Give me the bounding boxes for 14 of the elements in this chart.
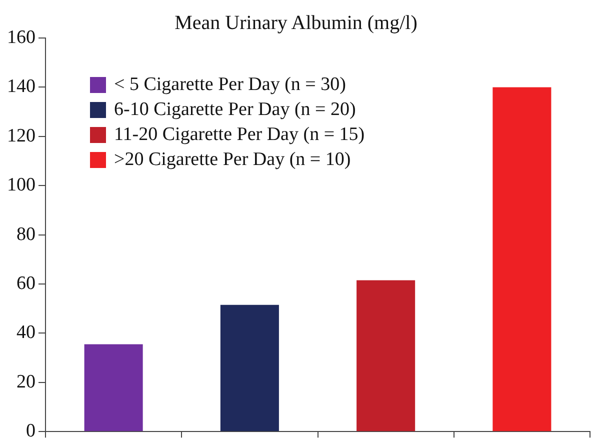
y-tick-label: 20	[16, 371, 36, 392]
y-tick-label: 80	[16, 224, 36, 245]
legend-label: < 5 Cigarette Per Day (n = 30)	[114, 74, 346, 96]
legend-label: >20 Cigarette Per Day (n = 10)	[114, 148, 351, 170]
legend-label: 11-20 Cigarette Per Day (n = 15)	[114, 124, 365, 146]
y-tick-label: 140	[7, 76, 36, 98]
chart-title: Mean Urinary Albumin (mg/l)	[174, 12, 418, 34]
y-tick-label: 120	[7, 125, 36, 146]
y-tick-label: 40	[16, 322, 36, 344]
y-tick-label: 100	[7, 174, 36, 196]
y-tick-label: 60	[16, 272, 36, 294]
legend-label: 6-10 Cigarette Per Day (n = 20)	[114, 98, 356, 120]
y-tick-label: 160	[7, 26, 36, 48]
y-tick-label: 0	[26, 420, 36, 442]
